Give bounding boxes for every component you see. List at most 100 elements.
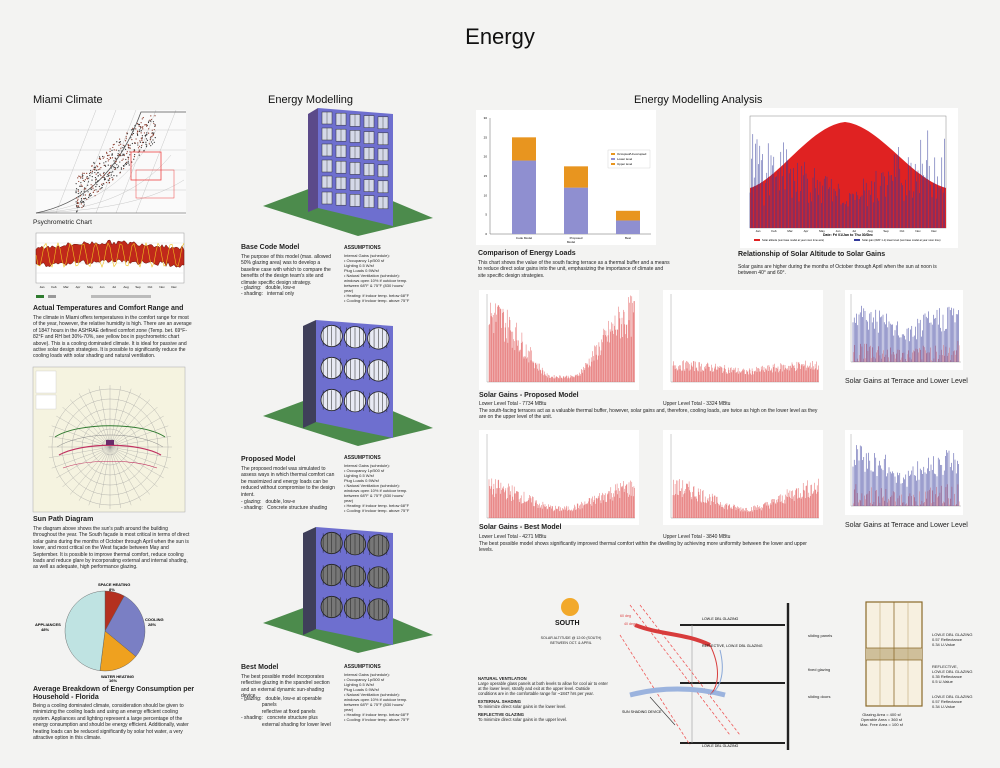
best-lower-total: Lower Level Total - 4271 MBtu bbox=[479, 534, 547, 540]
proposed-assumptions: Internal Gains (schedule): • Occupancy 1p… bbox=[344, 463, 410, 513]
temp-month-label: Dec bbox=[171, 285, 177, 289]
elev-left-label-0: sliding panels bbox=[808, 633, 833, 638]
proposed-lower-total: Lower Level Total - 7734 MBtu bbox=[479, 401, 547, 407]
glazing-bottom-label: LOW-E DBL GLAZING bbox=[702, 744, 739, 748]
temp-month-label: May bbox=[87, 285, 93, 289]
best-assumptions-label: ASSUMPTIONS bbox=[344, 664, 381, 670]
altitude-caption: Relationship of Solar Altitude to Solar … bbox=[738, 251, 886, 258]
proposed-model-title: Proposed Model bbox=[241, 456, 296, 463]
altitude-month-label: Apr bbox=[804, 229, 809, 233]
altitude-month-label: Jul bbox=[852, 229, 856, 233]
page-title: Energy bbox=[465, 24, 535, 49]
loads-caption: Comparison of Energy Loads bbox=[478, 250, 576, 257]
elev-right-label-1: REFLECTIVE, LOW-E DBL GLAZING 0.35 Refle… bbox=[932, 664, 973, 684]
proposed-model-spec: - glazing: double, low-e - shading: Concr… bbox=[241, 499, 328, 512]
base-model-text: The purpose of this model (max. allowed … bbox=[241, 254, 332, 286]
temp-month-label: Mar bbox=[63, 285, 68, 289]
temp-month-label: Aug bbox=[123, 285, 129, 289]
temp-month-label: Jul bbox=[112, 285, 116, 289]
proposed-upper-total: Upper Level Total - 3324 MBtu bbox=[663, 401, 731, 407]
heading-energy-modelling-analysis: Energy Modelling Analysis bbox=[634, 94, 763, 106]
sun-altitude-text: SOLAR ALTITUDE @ 12:00 (SOUTH) BETWEEN O… bbox=[540, 636, 602, 645]
elev-area-note: Glazing Area = 400 sf Operable Area = 36… bbox=[860, 712, 903, 727]
loads-bar-code-model-0 bbox=[512, 160, 536, 234]
temperature-caption: Actual Temperatures and Comfort Range an… bbox=[33, 305, 184, 312]
pie-pct-appliances: 48% bbox=[41, 627, 49, 632]
loads-legend-1: Lower level bbox=[617, 157, 633, 161]
best-gains-text: The best possible model shows significan… bbox=[479, 541, 807, 554]
altitude-month-label: May bbox=[819, 229, 825, 233]
temperature-chart: Jan Feb Mar Apr May Jun Jul Aug Sep Oct Nov Dec bbox=[35, 232, 185, 289]
pie-text: Being a cooling dominated climate, consi… bbox=[33, 703, 189, 742]
loads-text: This chart shows the value of the south … bbox=[478, 260, 670, 279]
sun-icon bbox=[561, 598, 579, 616]
base-model-title: Base Code Model bbox=[241, 244, 300, 251]
best-gains-caption: Solar Gains - Best Model bbox=[479, 524, 562, 531]
heading-miami-climate: Miami Climate bbox=[33, 94, 103, 106]
proposed-model-text: The proposed model was simulated to asse… bbox=[241, 466, 335, 498]
altitude-month-label: Feb bbox=[771, 229, 777, 233]
loads-ytick: 10 bbox=[484, 193, 488, 197]
section-notes: NATURAL VENTILATION Large operable glass… bbox=[478, 676, 608, 722]
proposed-gains-caption: Solar Gains - Proposed Model bbox=[479, 392, 579, 399]
base-assumptions-label: ASSUMPTIONS bbox=[344, 245, 381, 251]
base-assumptions: Internal Gains (schedule): • Occupancy 1p… bbox=[344, 253, 410, 303]
loads-legend-2: Upper level bbox=[617, 162, 633, 166]
altitude-month-label: Jan bbox=[756, 229, 761, 233]
altitude-legend-1: Solar altitude (sun base model at year n… bbox=[762, 238, 824, 242]
sunpath-caption: Sun Path Diagram bbox=[33, 516, 94, 523]
psychrometric-caption: Psychrometric Chart bbox=[33, 219, 92, 226]
elev-right-label-2: LOW-E DBL GLAZING 0.57 Reflectance 0.34 … bbox=[932, 694, 973, 709]
loads-xtick: Code Model bbox=[516, 236, 533, 240]
proposed-upper-gains-chart bbox=[663, 290, 823, 390]
loads-ytick: 5 bbox=[485, 213, 487, 217]
pie-label-water-heating: WATER HEATING bbox=[101, 674, 134, 679]
temp-month-label: Apr bbox=[76, 285, 81, 289]
best-model-title: Best Model bbox=[241, 664, 279, 671]
temp-month-label: Jan bbox=[40, 285, 45, 289]
loads-xtick: Proposed bbox=[570, 236, 583, 240]
best-upper-gains-chart bbox=[663, 430, 823, 525]
glazing-top-label: LOW-E DBL GLAZING bbox=[702, 617, 739, 621]
sun-path-diagram bbox=[32, 366, 186, 513]
temp-month-label: Jun bbox=[100, 285, 105, 289]
energy-loads-chart: 30 25 20 15 10 5 0 Code Model Proposed Best Occu… bbox=[476, 110, 656, 245]
loads-xtick: Best bbox=[625, 236, 631, 240]
loads-bar-best-1 bbox=[616, 210, 640, 221]
terrace-gains-chart-1 bbox=[845, 290, 963, 370]
shading-device-label: SUN SHADING DEVICE bbox=[622, 710, 662, 714]
proposed-lower-gains-chart bbox=[479, 290, 639, 390]
sun-south-label: SOUTH bbox=[555, 620, 580, 627]
altitude-month-label: Sep bbox=[883, 229, 889, 233]
terrace-caption-2: Solar Gains at Terrace and Lower Level bbox=[845, 522, 968, 529]
loads-ytick: 25 bbox=[484, 135, 488, 139]
heading-energy-modelling: Energy Modelling bbox=[268, 94, 353, 106]
best-assumptions: Internal Gains (schedule): • Occupancy 1p… bbox=[344, 672, 410, 722]
best-lower-gains-chart bbox=[479, 430, 639, 525]
pie-pct-space-heating: 8% bbox=[109, 587, 115, 592]
loads-ytick: 15 bbox=[484, 174, 488, 178]
loads-ytick: 20 bbox=[484, 155, 488, 159]
angle-60: 60 deg bbox=[620, 614, 631, 618]
best-model-text: The best possible model incorporates ref… bbox=[241, 674, 330, 700]
altitude-xlabel: Date: Fri 01/Jan to Thu 30/Dec bbox=[823, 233, 873, 237]
proposed-building bbox=[263, 320, 433, 446]
temp-month-label: Feb bbox=[51, 285, 57, 289]
temp-month-label: Oct bbox=[148, 285, 153, 289]
terrace-gains-chart-2 bbox=[845, 430, 963, 515]
energy-pie-chart: SPACE HEATING 8% COOLING 28% WATER HEATI… bbox=[35, 582, 164, 683]
sunpath-text: The diagram above shows the sun's path a… bbox=[33, 526, 190, 571]
angle-40: 40 deg bbox=[624, 622, 635, 626]
loads-bar-best-0 bbox=[616, 220, 640, 234]
psychrometric-chart bbox=[35, 109, 186, 215]
altitude-month-label: Mar bbox=[787, 229, 792, 233]
base-code-building bbox=[263, 108, 433, 236]
elev-left-label-1: fixed glazing bbox=[808, 667, 831, 672]
temp-month-label: Sep bbox=[135, 285, 141, 289]
altitude-month-label: Nov bbox=[915, 229, 921, 233]
pie-slice-appliances bbox=[64, 590, 106, 671]
solar-altitude-chart: Jan Feb Mar Apr May Jun Jul Aug Sep Oct Nov Dec Dat… bbox=[740, 108, 958, 248]
loads-bar-proposed-0 bbox=[564, 187, 588, 234]
terrace-caption-1: Solar Gains at Terrace and Lower Level bbox=[845, 378, 968, 385]
altitude-month-label: Aug bbox=[867, 229, 873, 233]
